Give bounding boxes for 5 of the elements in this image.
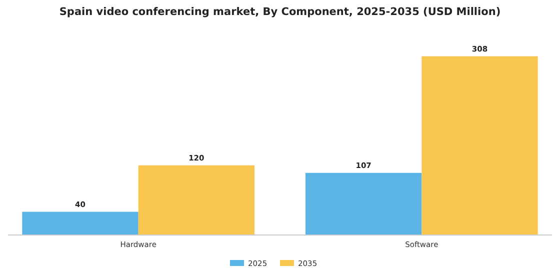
bar xyxy=(306,172,422,235)
bar xyxy=(22,212,138,235)
chart-title: Spain video conferencing market, By Component, 2025-2035 (USD Million) xyxy=(59,6,501,18)
bar xyxy=(422,56,538,235)
bar xyxy=(138,165,254,235)
